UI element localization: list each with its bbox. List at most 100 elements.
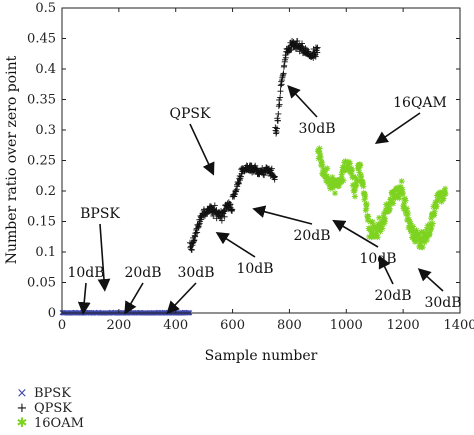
data-point-qpsk <box>218 217 225 224</box>
data-point-16oam <box>403 205 410 212</box>
legend-item-bpsk: × BPSK <box>14 386 84 401</box>
x-tick-label: 1000 <box>330 318 363 333</box>
data-point-16oam <box>363 201 370 208</box>
y-axis-label: Number ratio over zero point <box>4 55 20 264</box>
data-point-16oam <box>360 183 367 190</box>
legend: × BPSK + QPSK ✱ 16OAM <box>14 386 84 431</box>
data-point-16oam <box>324 165 331 172</box>
data-point-16oam <box>316 145 323 152</box>
annotation-label: 20dB <box>374 288 411 304</box>
data-point-qpsk <box>280 70 287 77</box>
data-point-16oam <box>357 162 364 169</box>
data-point-16oam <box>351 193 358 200</box>
data-point-16oam <box>402 197 409 204</box>
annotation-arrow <box>77 282 91 315</box>
annotation-arrow <box>332 219 379 248</box>
x-tick-label: 0 <box>58 318 66 333</box>
data-point-qpsk <box>277 88 284 95</box>
annotation-label: 10dB <box>67 265 104 281</box>
x-axis-label: Sample number <box>205 348 318 364</box>
annotation-label: 20dB <box>124 265 161 281</box>
data-point-16oam <box>362 193 369 200</box>
data-point-16oam <box>442 185 449 192</box>
legend-item-qpsk: + QPSK <box>14 401 84 416</box>
data-point-qpsk <box>194 229 201 236</box>
data-point-16oam <box>359 179 366 186</box>
x-tick-label: 1200 <box>387 318 420 333</box>
annotations-layer: BPSK 10dB 20dB 30dB QPSK 10dB 20dB 30dB 16QAM 10d… <box>67 84 462 315</box>
data-point-16oam <box>433 203 440 210</box>
annotation-label: 30dB <box>177 265 214 281</box>
annotation-arrow <box>215 231 256 258</box>
annotation-arrow <box>374 112 421 145</box>
scatter-chart: 0 200 400 600 800 1000 1200 1400 0 0.05 0.1 0.15 0.2… <box>4 1 474 364</box>
data-point-qpsk <box>273 125 280 132</box>
y-tick-label: 0.25 <box>27 154 56 169</box>
data-point-qpsk <box>302 45 309 52</box>
x-tick-label: 200 <box>106 318 131 333</box>
data-point-16oam <box>419 244 426 251</box>
y-tick-label: 0 <box>48 306 56 321</box>
data-point-qpsk <box>235 180 242 187</box>
legend-marker-star-icon: ✱ <box>16 416 28 431</box>
data-point-16oam <box>399 190 406 197</box>
data-point-qpsk <box>275 103 282 110</box>
annotation-label: 10dB <box>359 251 396 267</box>
legend-marker-x-icon: × <box>16 386 28 401</box>
y-tick-label: 0.05 <box>27 276 56 291</box>
data-point-qpsk <box>294 37 301 44</box>
data-point-qpsk <box>312 53 319 60</box>
data-point-qpsk <box>221 213 228 220</box>
annotation-label: 30dB <box>424 295 461 311</box>
data-point-qpsk <box>277 94 284 101</box>
ticks-layer: 0 200 400 600 800 1000 1200 1400 0 0.05 0.1 0.15 0.2… <box>27 1 474 333</box>
data-point-16oam <box>317 154 324 161</box>
y-tick-label: 0.1 <box>35 245 56 260</box>
y-tick-label: 0.3 <box>35 123 56 138</box>
data-point-qpsk <box>260 171 267 178</box>
x-tick-label: 600 <box>220 318 245 333</box>
data-point-qpsk <box>195 221 202 228</box>
legend-label: BPSK <box>34 386 71 401</box>
annotation-label: 16QAM <box>393 95 447 111</box>
annotation-arrow <box>378 255 394 285</box>
annotation-arrow <box>97 223 111 292</box>
data-point-qpsk <box>229 206 236 213</box>
data-point-16oam <box>404 209 411 216</box>
data-point-16oam <box>398 178 405 185</box>
legend-item-16oam: ✱ 16OAM <box>14 416 84 431</box>
annotation-label: 20dB <box>293 228 330 244</box>
data-point-16oam <box>349 167 356 174</box>
data-point-qpsk <box>276 96 283 103</box>
data-point-qpsk <box>279 73 286 80</box>
y-tick-label: 0.5 <box>35 1 56 16</box>
data-point-16oam <box>396 195 403 202</box>
data-point-qpsk <box>273 129 280 136</box>
data-point-qpsk <box>277 82 284 89</box>
data-point-qpsk <box>271 173 278 180</box>
data-point-16oam <box>361 196 368 203</box>
data-point-qpsk <box>268 165 275 172</box>
annotation-label: BPSK <box>80 206 120 222</box>
x-tick-label: 1400 <box>443 318 474 333</box>
data-point-qpsk <box>313 45 320 52</box>
legend-marker-plus-icon: + <box>16 401 28 416</box>
data-point-qpsk <box>275 110 282 117</box>
y-tick-label: 0.2 <box>35 184 56 199</box>
y-tick-label: 0.15 <box>27 215 56 230</box>
annotation-arrow <box>124 282 144 315</box>
data-point-qpsk <box>314 44 321 51</box>
x-tick-label: 400 <box>163 318 188 333</box>
legend-label: QPSK <box>34 401 73 416</box>
annotation-arrow <box>166 282 197 315</box>
annotation-arrow <box>287 84 318 118</box>
annotation-arrow <box>189 123 215 176</box>
x-tick-label: 800 <box>277 318 302 333</box>
annotation-arrow <box>252 205 313 225</box>
data-point-16oam <box>376 214 383 221</box>
annotation-label: 10dB <box>236 261 273 277</box>
data-point-16oam <box>374 234 381 241</box>
data-point-16oam <box>379 225 386 232</box>
y-tick-label: 0.45 <box>27 32 56 47</box>
data-point-qpsk <box>221 208 228 215</box>
